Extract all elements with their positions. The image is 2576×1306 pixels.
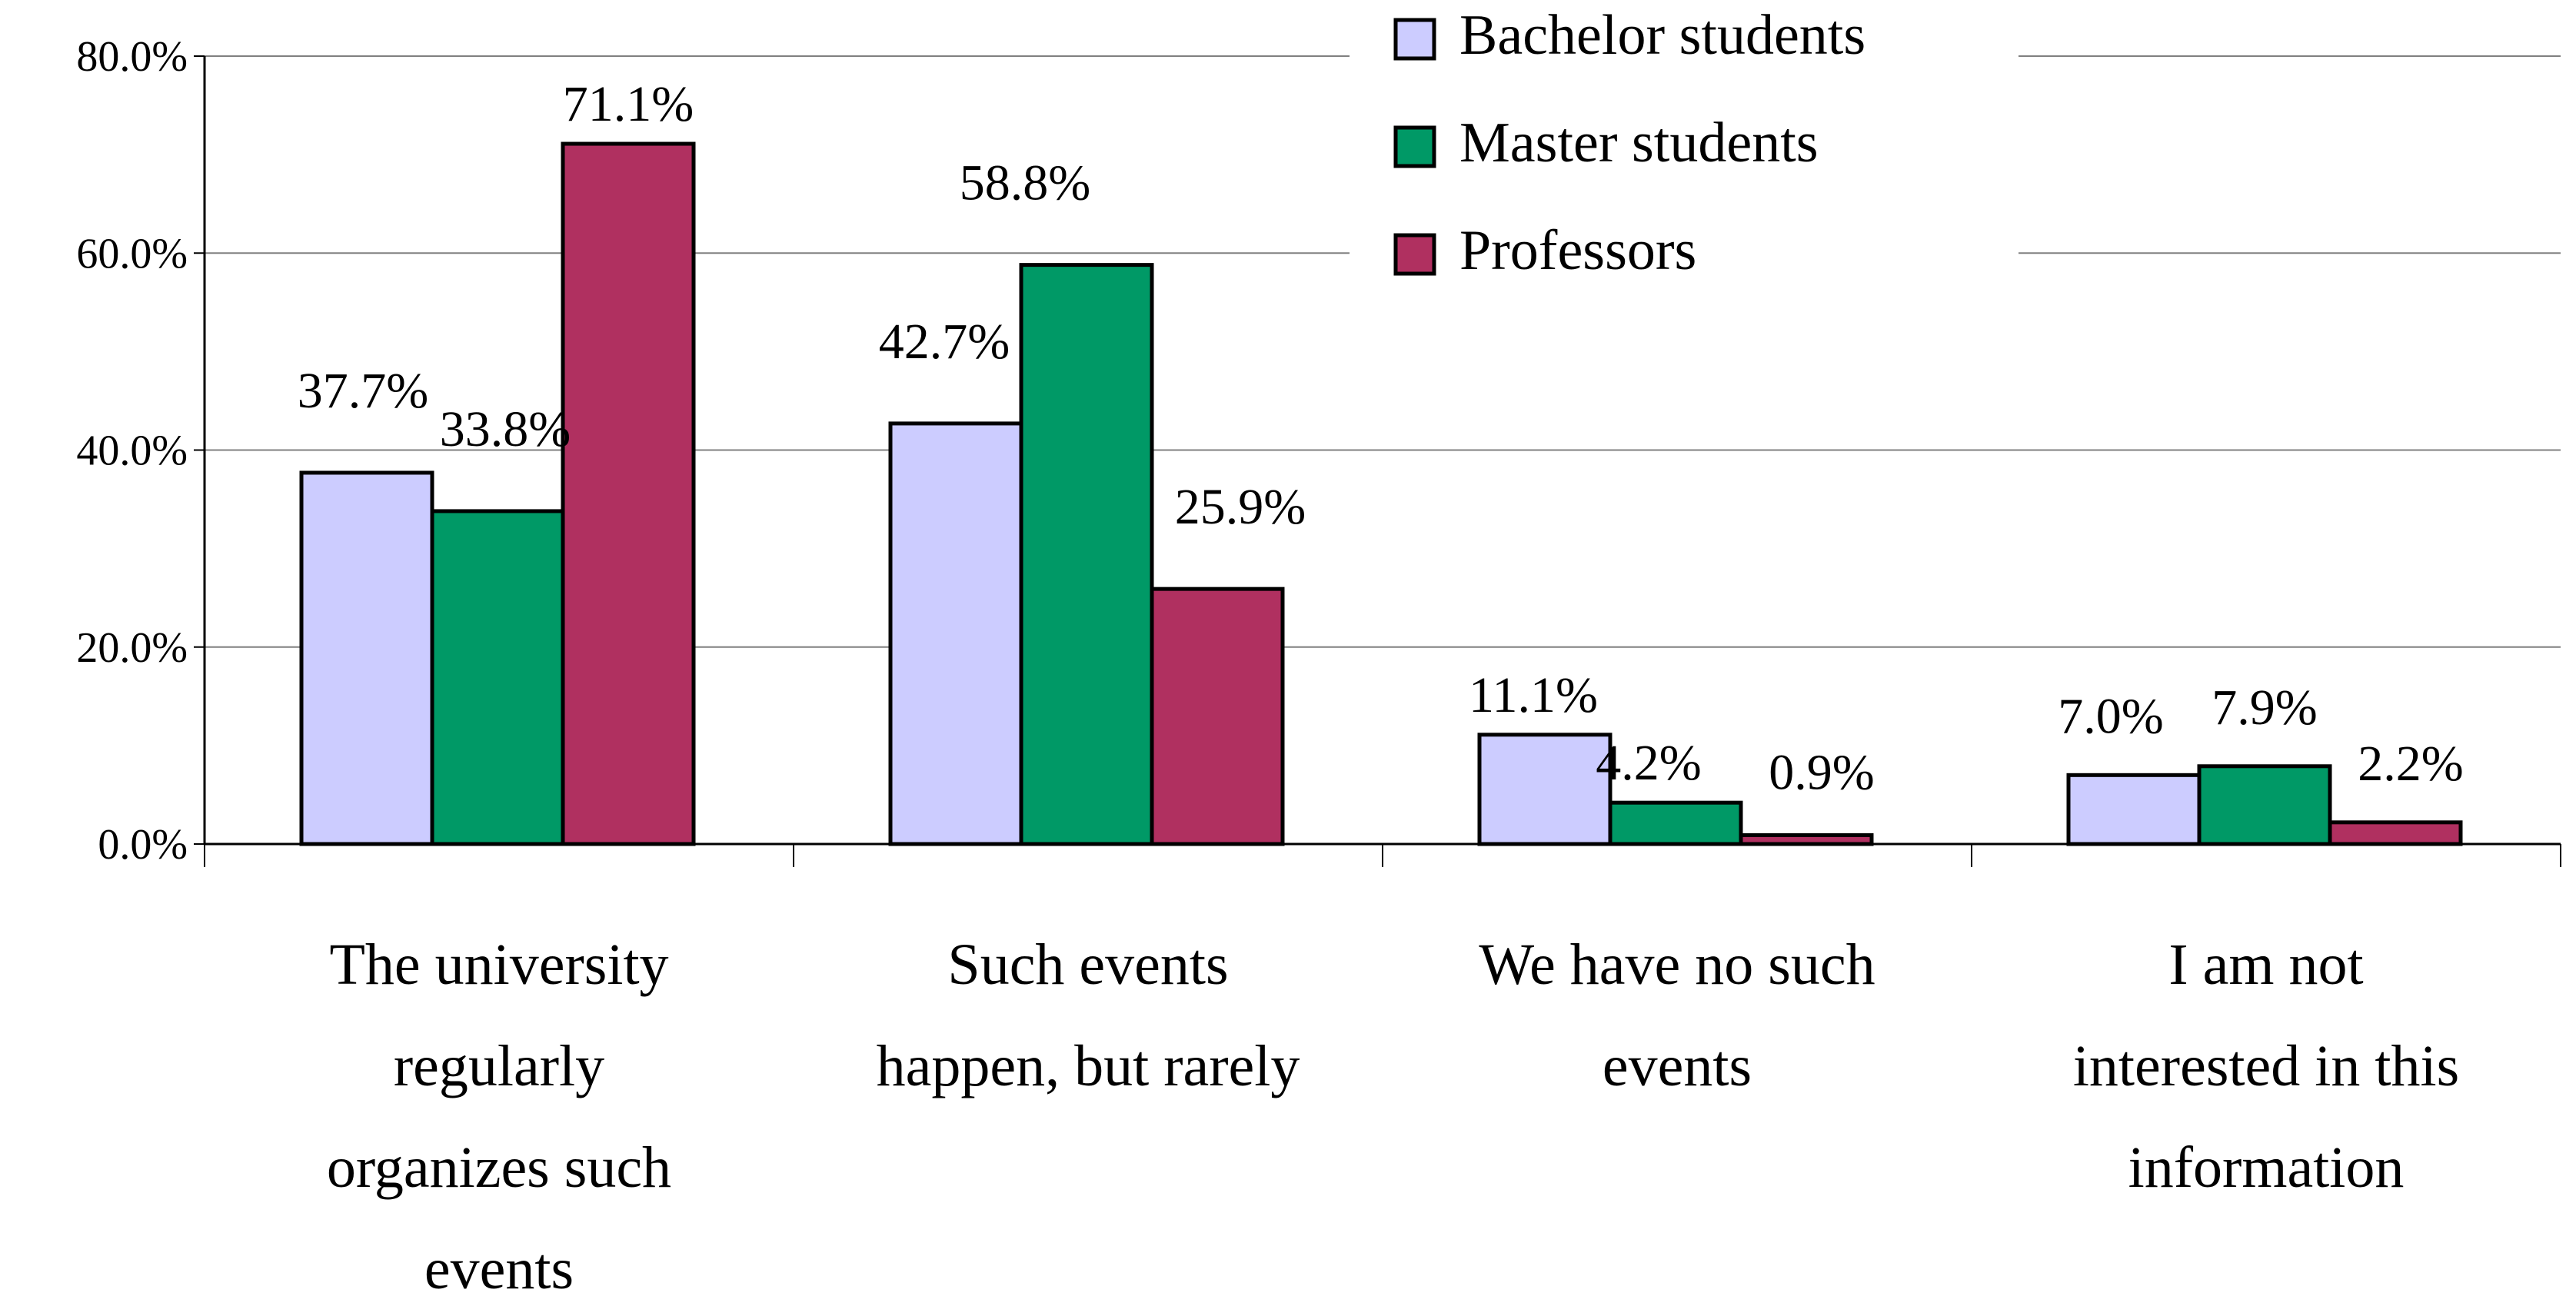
bars	[299, 141, 2463, 846]
category-label: organizes such	[327, 1135, 671, 1200]
legend-label: Bachelor students	[1459, 4, 1865, 67]
axes: 0.0% 20.0% 40.0% 60.0% 80.0%	[76, 33, 2561, 869]
category-label: We have no such	[1479, 932, 1875, 997]
bar-professors	[1739, 832, 1874, 846]
data-label: 42.7%	[879, 314, 1010, 370]
legend-swatch	[1393, 233, 1436, 276]
data-label: 7.9%	[2212, 680, 2317, 736]
category-label: events	[424, 1237, 574, 1301]
data-label: 37.7%	[298, 363, 428, 419]
bar-bachelor-students	[888, 421, 1023, 846]
legend-label: Master students	[1459, 111, 1819, 174]
y-tick-label: 80.0%	[76, 33, 188, 81]
y-tick-label: 20.0%	[76, 624, 188, 672]
bar-bachelor-students	[2066, 773, 2202, 846]
data-label: 71.1%	[563, 76, 694, 132]
category-labels: The university regularly organizes such eve…	[327, 932, 2459, 1301]
data-label: 33.8%	[440, 401, 571, 457]
data-label: 11.1%	[1469, 667, 1598, 723]
data-label: 4.2%	[1596, 735, 1701, 791]
bar-bachelor-students	[299, 470, 434, 846]
bar-master-students	[430, 509, 565, 846]
data-label: 7.0%	[2058, 688, 2163, 744]
category-label: information	[2128, 1135, 2405, 1200]
category-label: happen, but rarely	[877, 1034, 1300, 1098]
bar-master-students	[1019, 263, 1154, 846]
legend-swatch	[1393, 18, 1436, 61]
legend-background	[1350, 0, 2019, 307]
category-label: I am not	[2168, 932, 2363, 997]
bar-professors	[561, 141, 696, 846]
data-label: 25.9%	[1175, 479, 1306, 535]
legend-label: Professors	[1459, 219, 1696, 282]
data-label: 2.2%	[2358, 736, 2463, 792]
bar-bachelor-students	[1477, 733, 1612, 846]
bar-master-students	[1608, 800, 1743, 846]
bar-professors	[1150, 587, 1285, 846]
legend-swatch	[1393, 125, 1436, 168]
category-label: Such events	[947, 932, 1228, 997]
bar-professors	[2328, 820, 2463, 846]
data-label: 0.9%	[1769, 744, 1874, 800]
category-label: events	[1603, 1034, 1752, 1098]
bar-master-students	[2197, 764, 2332, 846]
category-label: regularly	[394, 1034, 604, 1098]
y-tick-label: 40.0%	[76, 427, 188, 475]
data-labels: 37.7% 42.7% 11.1% 7.0% 33.8% 58.8% 4.2% 7.9% 71.…	[298, 76, 2464, 800]
data-label: 58.8%	[960, 155, 1090, 211]
legend: Bachelor students Master students Professo…	[1350, 0, 2019, 307]
y-tick-label: 0.0%	[98, 821, 188, 869]
category-label: The university	[329, 932, 668, 997]
y-tick-label: 60.0%	[76, 230, 188, 277]
category-label: interested in this	[2073, 1034, 2459, 1098]
